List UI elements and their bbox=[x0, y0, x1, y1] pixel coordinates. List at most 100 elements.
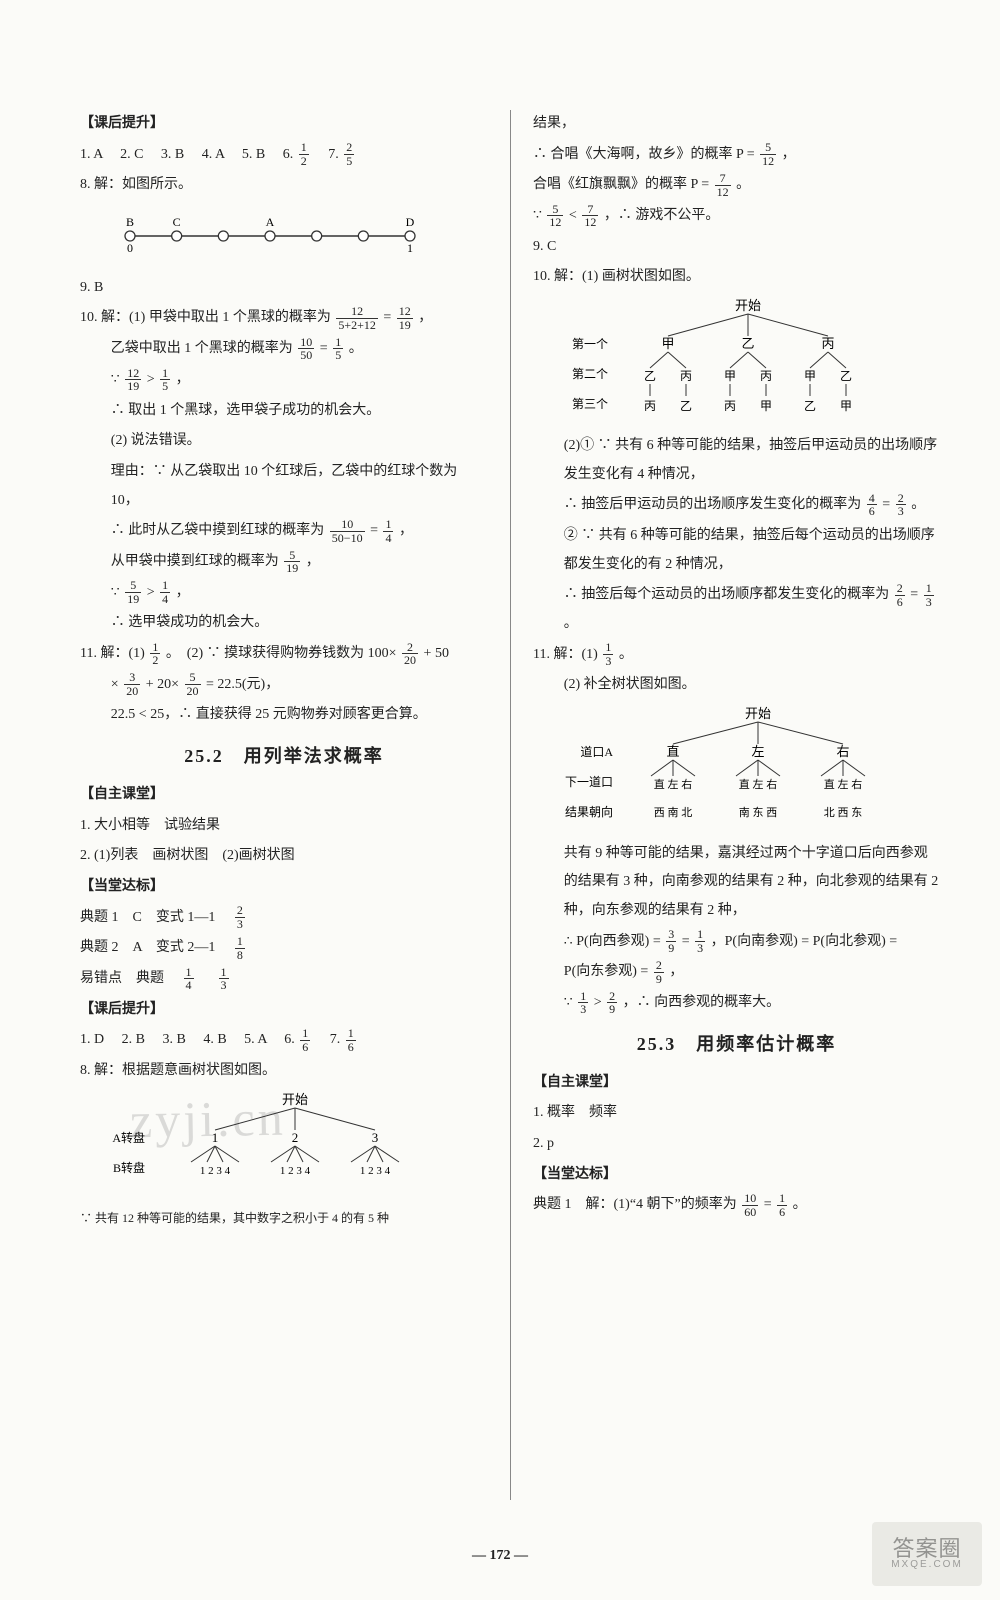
text: ∴ 此时从乙袋中摸到红球的概率为 bbox=[111, 523, 328, 538]
answers-line-1: 1. A 2. C 3. B 4. A 5. B 6. 12 7. 25 bbox=[80, 141, 488, 170]
frac: 512 bbox=[547, 203, 563, 229]
section-title-25-3: 25.3 用频率估计概率 bbox=[533, 1026, 940, 1063]
svg-text:第二个: 第二个 bbox=[572, 367, 608, 381]
q11-line2: × 320 + 20× 520 = 22.5(元)， bbox=[80, 671, 488, 700]
svg-text:丙: 丙 bbox=[821, 336, 834, 351]
text: 典题 2 A 变式 2—1 bbox=[80, 940, 229, 955]
svg-text:第一个: 第一个 bbox=[572, 337, 608, 351]
q3: 3. B bbox=[162, 1032, 185, 1047]
q10-line9: ∵ 519 > 14 ， bbox=[80, 579, 488, 608]
svg-text:结果朝向: 结果朝向 bbox=[565, 804, 613, 819]
text: + 50 bbox=[424, 646, 449, 661]
q10-line8: 从甲袋中摸到红球的概率为 519 ， bbox=[80, 548, 488, 577]
eq: = bbox=[370, 523, 381, 538]
r-q10-2c: ② ∵ 共有 6 种等可能的结果，抽签后每个运动员的出场顺序都发生变化的有 2 … bbox=[533, 522, 940, 579]
frac: 1219 bbox=[125, 367, 141, 393]
frac: 14 bbox=[160, 579, 170, 605]
text: ∵ bbox=[533, 208, 545, 223]
svg-text:直 左 右: 直 左 右 bbox=[739, 777, 778, 791]
tree8-note: ∵ 共有 12 种等可能的结果，其中数字之积小于 4 的有 5 种 bbox=[80, 1206, 488, 1231]
q5: 5. B bbox=[242, 147, 265, 162]
text: ，P(向南参观) = P(向北参观) = bbox=[711, 934, 898, 949]
text: ∵ bbox=[111, 372, 123, 387]
text: 典题 1 解：(1)“4 朝下”的频率为 bbox=[533, 1197, 740, 1212]
q10-line7: ∴ 此时从乙袋中摸到红球的概率为 1050−10 = 14 ， bbox=[80, 517, 488, 546]
svg-text:B: B bbox=[126, 215, 134, 229]
q2: 2. C bbox=[120, 147, 143, 162]
q10-line6: 理由：∵ 从乙袋取出 10 个红球后，乙袋中的红球个数为 10， bbox=[80, 458, 488, 515]
q4: 4. B bbox=[203, 1032, 226, 1047]
frac: 125+2+12 bbox=[336, 305, 378, 331]
frac: 320 bbox=[124, 671, 140, 697]
r-q10-2a: (2)① ∵ 共有 6 种等可能的结果，抽签后甲运动员的出场顺序发生变化有 4 … bbox=[533, 432, 940, 489]
q8-text: 8. 解：如图所示。 bbox=[80, 171, 488, 200]
frac: 519 bbox=[125, 579, 141, 605]
frac: 13 bbox=[603, 641, 613, 667]
text: + 20× bbox=[146, 677, 183, 692]
r-q11-1: 11. 解：(1) 13 。 bbox=[533, 641, 940, 670]
q11-line1: 11. 解：(1) 12 。 (2) ∵ 摸球获得购物券钱数为 100× 220… bbox=[80, 640, 488, 669]
frac: 23 bbox=[235, 904, 245, 930]
r-l2: ∴ 合唱《大海啊，故乡》的概率 P = 512 ， bbox=[533, 141, 940, 170]
text: ∴ 抽签后甲运动员的出场顺序发生变化的概率为 bbox=[564, 497, 865, 512]
r-q10-2d: ∴ 抽签后每个运动员的出场顺序都发生变化的概率为 26 = 13 。 bbox=[533, 581, 940, 638]
text: ∴ 抽签后每个运动员的出场顺序都发生变化的概率为 bbox=[564, 587, 893, 602]
svg-text:1 2 3 4: 1 2 3 4 bbox=[360, 1165, 391, 1177]
right-column: 结果， ∴ 合唱《大海啊，故乡》的概率 P = 512 ， 合唱《红旗飘飘》的概… bbox=[510, 110, 940, 1500]
tree-q8-figure: 开始 A转盘 123 B转盘 1 2 3 41 2 3 41 2 3 4 bbox=[80, 1090, 488, 1202]
text: ∴ P(向西参观) = bbox=[564, 934, 664, 949]
text: 合唱《红旗飘飘》的概率 P = bbox=[533, 177, 713, 192]
r-l4: ∵ 512 < 712 ，∴ 游戏不公平。 bbox=[533, 202, 940, 231]
eq: = bbox=[682, 934, 693, 949]
q10-line3: ∵ 1219 > 15 ， bbox=[80, 366, 488, 395]
svg-text:D: D bbox=[406, 215, 415, 229]
tree-q10-figure: 开始 第一个 第二个 第三个 甲乙丙 乙丙甲丙甲乙 丙乙丙甲乙甲 bbox=[533, 296, 940, 428]
frac: 29 bbox=[654, 959, 664, 985]
text: ， bbox=[782, 147, 796, 162]
frac: 1060 bbox=[742, 1192, 758, 1218]
svg-text:甲: 甲 bbox=[661, 336, 674, 351]
section-header: 【当堂达标】 bbox=[80, 873, 488, 902]
page: zyji.cn 【课后提升】 1. A 2. C 3. B 4. A 5. B … bbox=[0, 0, 1000, 1600]
frac: 13 bbox=[219, 966, 229, 992]
q10-line2: 乙袋中取出 1 个黑球的概率为 1050 = 15 。 bbox=[80, 335, 488, 364]
dt-1: 典题 1 C 变式 1—1 23 bbox=[80, 904, 488, 933]
text: 。 bbox=[349, 341, 363, 356]
r-q10-head: 10. 解：(1) 画树状图如图。 bbox=[533, 263, 940, 292]
text: = 22.5(元)， bbox=[206, 677, 279, 692]
frac: 46 bbox=[867, 492, 877, 518]
text: P(向东参观) = bbox=[564, 964, 652, 979]
tree-q10-svg: 开始 第一个 第二个 第三个 甲乙丙 乙丙甲丙甲乙 丙乙丙甲乙甲 bbox=[533, 296, 893, 416]
frac: 26 bbox=[895, 582, 905, 608]
q6-pre: 6. bbox=[284, 1032, 298, 1047]
q1: 1. D bbox=[80, 1032, 104, 1047]
dt-3: 易错点 典题 14 13 bbox=[80, 965, 488, 994]
number-line-figure: BCAD 01 bbox=[120, 206, 488, 268]
text: ∴ 合唱《大海啊，故乡》的概率 P = bbox=[533, 147, 758, 162]
svg-text:乙: 乙 bbox=[644, 369, 656, 383]
text: 。 (2) ∵ 摸球获得购物券钱数为 100× bbox=[166, 646, 400, 661]
r-q11-body1: 共有 9 种等可能的结果，嘉淇经过两个十字道口后向西参观的结果有 3 种，向南参… bbox=[533, 840, 940, 926]
svg-text:直 左 右: 直 左 右 bbox=[654, 777, 693, 791]
q10-line10: ∴ 选甲袋成功的机会大。 bbox=[80, 609, 488, 638]
svg-text:南 东 西: 南 东 西 bbox=[739, 806, 778, 819]
r-q11-body3: P(向东参观) = 29 ， bbox=[533, 958, 940, 987]
text: ，∴ 游戏不公平。 bbox=[604, 208, 720, 223]
q11-line3: 22.5 < 25，∴ 直接获得 25 元购物券对顾客更合算。 bbox=[80, 701, 488, 730]
svg-text:直 左 右: 直 左 右 bbox=[824, 777, 863, 791]
frac: 29 bbox=[607, 990, 617, 1016]
svg-text:1: 1 bbox=[407, 241, 413, 255]
text: 10. 解：(1) 甲袋中取出 1 个黑球的概率为 bbox=[80, 310, 334, 325]
tree-q11-figure: 开始 道口A 下一道口 结果朝向 直左右 直 左 右直 左 右直 左 右 西 南… bbox=[533, 704, 940, 836]
frac: 1050−10 bbox=[330, 518, 365, 544]
q10-line1: 10. 解：(1) 甲袋中取出 1 个黑球的概率为 125+2+12 = 121… bbox=[80, 304, 488, 333]
q1: 1. A bbox=[80, 147, 103, 162]
zizhu-1: 1. 概率 频率 bbox=[533, 1099, 940, 1128]
section-header: 【课后提升】 bbox=[80, 110, 488, 139]
q7-pre: 7. bbox=[330, 1032, 344, 1047]
q6-pre: 6. bbox=[283, 147, 297, 162]
svg-text:2: 2 bbox=[292, 1130, 299, 1145]
text: ， bbox=[306, 554, 320, 569]
frac: 15 bbox=[333, 336, 343, 362]
r-q9: 9. C bbox=[533, 233, 940, 262]
